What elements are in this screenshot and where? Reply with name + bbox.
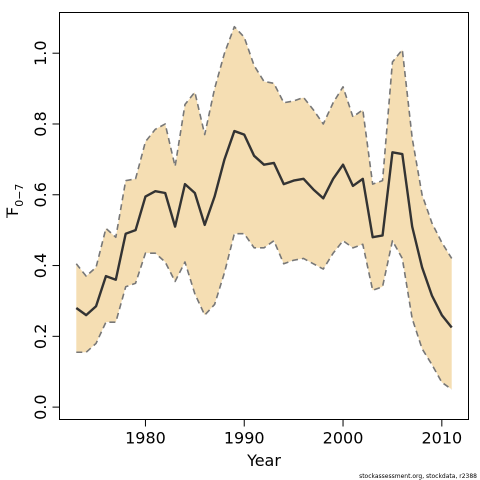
plot-frame [59, 12, 469, 420]
y-tick-label: 1.0 [31, 40, 50, 65]
lower-bound-line [76, 232, 453, 391]
y-tick-label: 0.0 [31, 394, 50, 419]
footer-credit: stockassessment.org, stockdata, r2388 [359, 473, 477, 480]
x-axis-title: Year [246, 451, 281, 470]
y-axis: 0.0 0.2 0.4 0.6 0.8 1.0 [31, 40, 60, 420]
x-tick-label: 2000 [323, 429, 364, 448]
y-tick-label: 0.4 [31, 253, 50, 278]
upper-bound-line [75, 25, 453, 277]
plot-area [75, 25, 453, 391]
y-tick-label: 0.6 [31, 182, 50, 207]
x-tick-label: 1990 [224, 429, 265, 448]
estimate-line [75, 129, 453, 329]
y-tick-label: 0.8 [31, 111, 50, 136]
y-axis-title: F0−7 [3, 184, 26, 218]
confidence-band [76, 26, 452, 390]
y-tick-label: 0.2 [31, 324, 50, 349]
x-tick-label: 2010 [421, 429, 462, 448]
y-axis-title-main: F [3, 207, 22, 216]
svg-text:F0−7: F0−7 [3, 184, 26, 216]
y-axis-title-subscript: 0−7 [13, 184, 26, 207]
x-tick-label: 1980 [125, 429, 166, 448]
x-axis: 1980 1990 2000 2010 [125, 419, 462, 448]
